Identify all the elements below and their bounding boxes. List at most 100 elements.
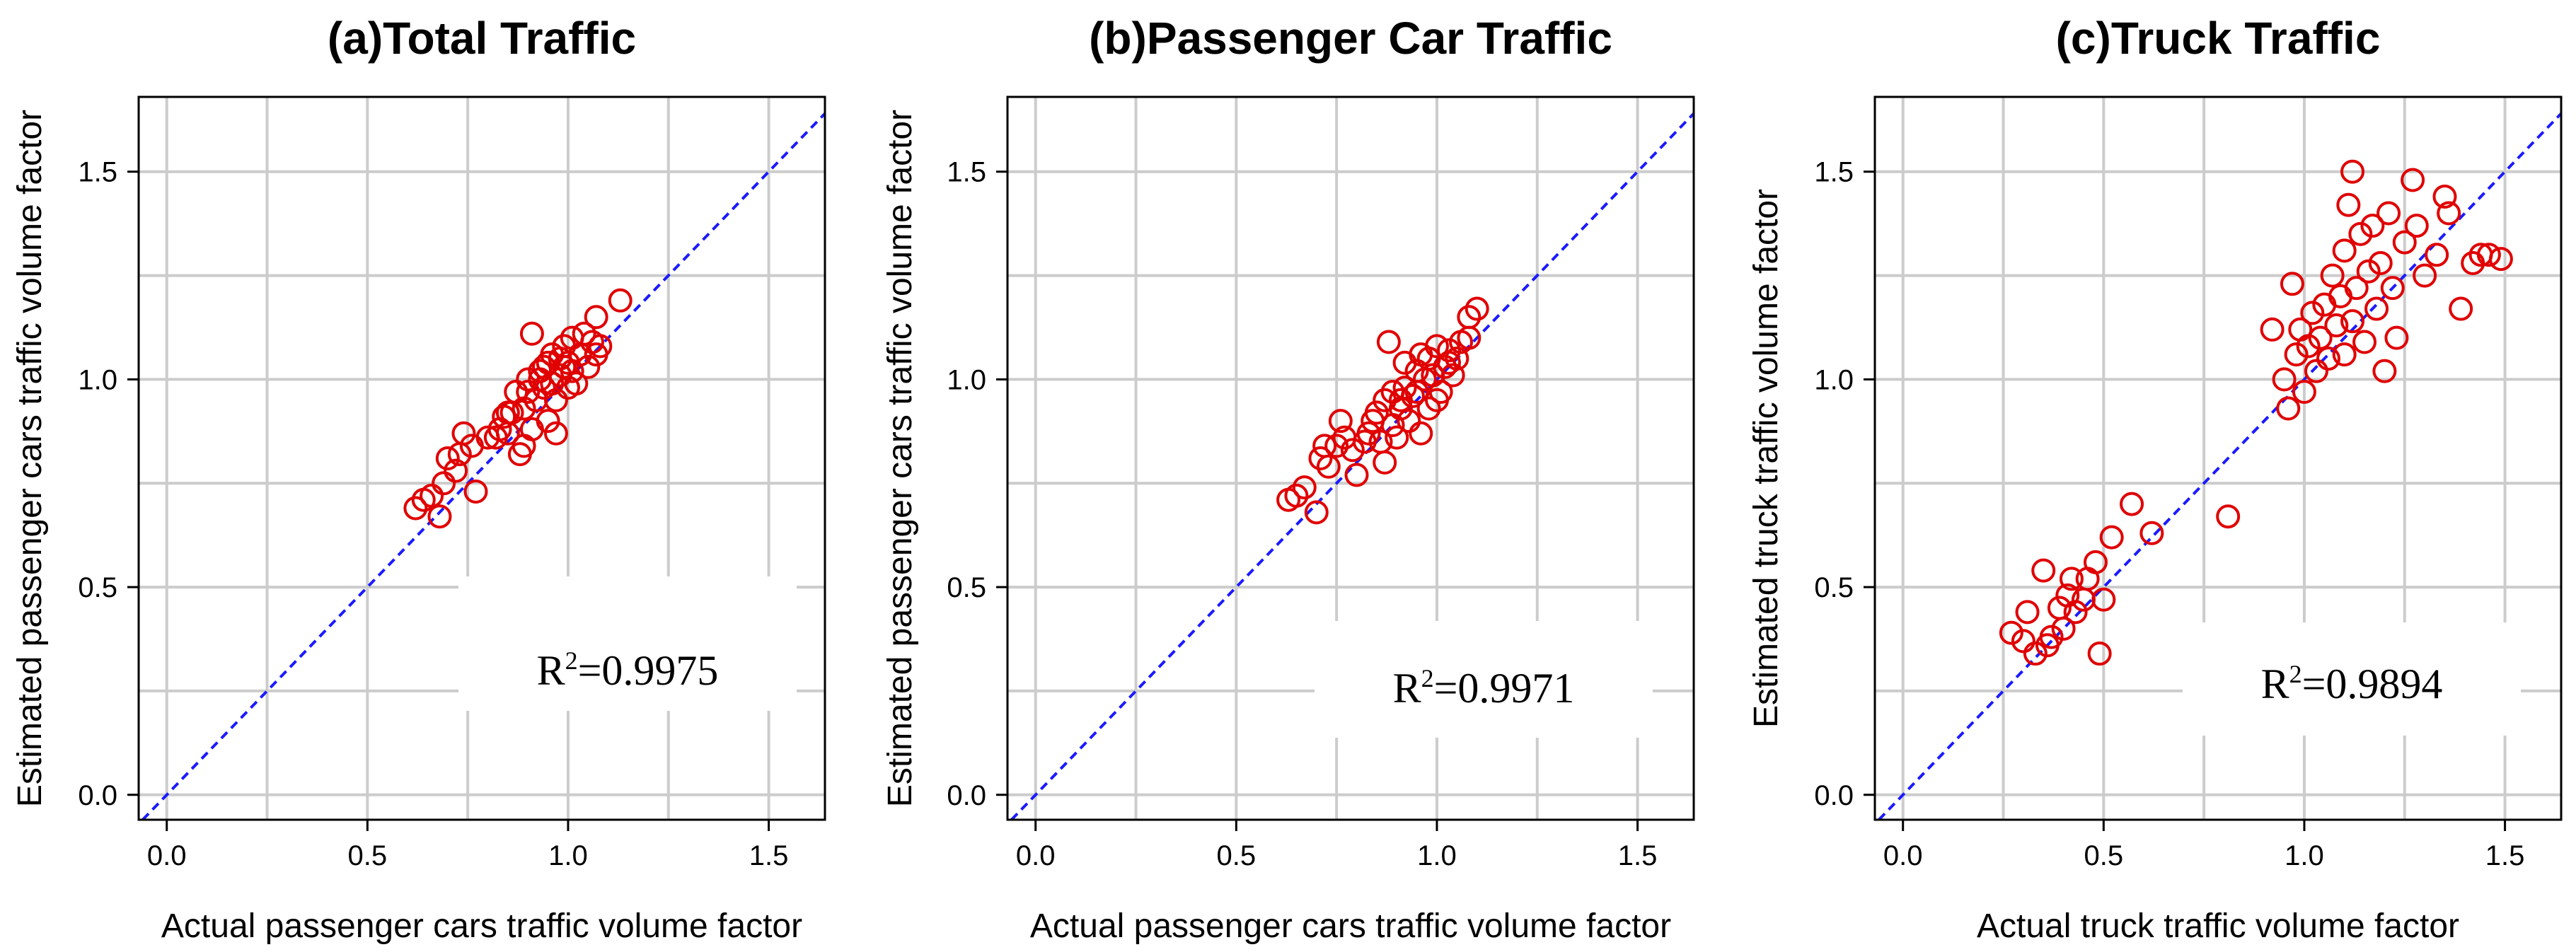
data-point xyxy=(420,483,444,508)
data-point xyxy=(1436,338,1461,363)
data-point xyxy=(2488,247,2513,272)
data-point xyxy=(1409,421,1433,446)
data-point xyxy=(2449,296,2473,321)
data-point xyxy=(2083,550,2108,574)
y-tick-label: 0.0 xyxy=(1814,780,1854,811)
data-point xyxy=(2413,263,2437,288)
r-squared-value: =0.9894 xyxy=(2302,661,2443,707)
data-point xyxy=(2091,587,2116,612)
y-tick-label: 1.0 xyxy=(947,364,986,395)
data-point xyxy=(435,446,460,470)
data-point xyxy=(1465,296,1489,321)
data-point xyxy=(1457,305,1482,330)
data-point xyxy=(2276,396,2301,421)
reference-line xyxy=(141,112,826,821)
data-point xyxy=(1440,363,1465,388)
data-point xyxy=(536,409,560,434)
data-point xyxy=(1284,483,1309,508)
data-point xyxy=(2356,259,2381,284)
data-point xyxy=(2099,525,2124,550)
data-point xyxy=(2380,276,2405,301)
data-point xyxy=(2360,214,2385,238)
y-tick-label: 0.0 xyxy=(78,780,117,811)
data-point xyxy=(2280,272,2304,296)
data-point xyxy=(1397,409,1421,434)
r-squared-symbol: R xyxy=(2261,661,2289,707)
data-point xyxy=(2063,600,2088,625)
r-squared-annotation: R2=0.9975 xyxy=(537,646,719,694)
data-point xyxy=(1316,454,1341,479)
panel-a: 0.0 0.5 1.0 1.5 0.0 0.5 1.0 1.5 (a)Total Traffi… xyxy=(11,13,826,945)
data-point xyxy=(543,388,568,412)
data-point xyxy=(444,458,468,483)
data-point xyxy=(1304,500,1329,525)
x-tick-label: 0.0 xyxy=(1883,840,1923,871)
y-tick-label: 0.0 xyxy=(947,780,986,811)
data-point xyxy=(2087,642,2112,666)
data-point xyxy=(2340,309,2365,334)
r-squared-exponent: 2 xyxy=(1421,664,1434,692)
data-point xyxy=(2039,625,2064,649)
data-point xyxy=(2401,168,2425,192)
y-axis-label: Estimated passenger cars traffic volume … xyxy=(11,110,49,807)
panel-c: 0.0 0.5 1.0 1.5 0.0 0.5 1.0 1.5 (c)Truck Traffi… xyxy=(1748,13,2563,945)
plot-frame xyxy=(1006,95,1695,821)
r-squared-symbol: R xyxy=(537,647,565,694)
data-point xyxy=(1400,383,1425,408)
data-point xyxy=(608,288,633,313)
data-point xyxy=(1433,354,1457,379)
y-tick-label: 0.5 xyxy=(947,572,986,603)
y-tick-label: 1.5 xyxy=(947,157,986,188)
data-point xyxy=(552,354,577,379)
data-point xyxy=(588,334,613,359)
y-tick-label: 1.5 xyxy=(1814,157,1854,188)
data-point xyxy=(2344,276,2369,301)
data-point xyxy=(1324,434,1349,458)
data-point xyxy=(516,367,541,392)
r-squared-symbol: R xyxy=(1393,665,1421,712)
data-point xyxy=(2292,380,2316,405)
data-point xyxy=(1999,620,2023,645)
r-squared-value: =0.9971 xyxy=(1434,665,1575,712)
data-point xyxy=(512,396,536,421)
data-point xyxy=(2296,334,2321,359)
data-point xyxy=(2432,184,2457,209)
data-point xyxy=(2372,359,2397,383)
data-point xyxy=(2336,192,2361,217)
data-point xyxy=(2368,250,2393,275)
y-tick-label: 0.5 xyxy=(78,572,117,603)
data-point xyxy=(403,496,428,521)
data-point xyxy=(2304,359,2328,383)
data-point xyxy=(2332,342,2357,367)
data-point xyxy=(564,371,589,396)
data-point xyxy=(1373,450,1397,475)
data-point xyxy=(463,479,488,504)
y-tick-label: 0.5 xyxy=(1814,572,1854,603)
x-tick-label: 1.0 xyxy=(548,840,588,871)
data-point xyxy=(1416,396,1441,421)
data-point xyxy=(2364,296,2389,321)
data-point xyxy=(1308,446,1333,470)
data-point xyxy=(584,305,608,330)
data-point xyxy=(576,354,601,379)
data-point xyxy=(2376,201,2401,226)
annotation-box xyxy=(2183,622,2521,736)
x-tick-label: 1.5 xyxy=(749,840,789,871)
y-tick-label: 1.5 xyxy=(78,157,117,188)
data-point xyxy=(451,421,476,446)
data-point xyxy=(1424,334,1449,359)
data-point xyxy=(1340,438,1365,463)
data-point xyxy=(2216,504,2241,529)
y-tick-label: 1.0 xyxy=(1814,364,1854,395)
data-point xyxy=(2284,342,2309,367)
data-point xyxy=(2015,600,2040,625)
data-point xyxy=(2437,201,2461,226)
chart-title: (b)Passenger Car Traffic xyxy=(1089,13,1612,64)
chart-title: (c)Truck Traffic xyxy=(2056,13,2381,64)
plot-area-bg xyxy=(139,97,825,820)
data-point xyxy=(2320,263,2345,288)
r-squared-annotation: R2=0.9894 xyxy=(2261,660,2443,707)
data-point xyxy=(2011,629,2035,654)
panel-b: 0.0 0.5 1.0 1.5 0.0 0.5 1.0 1.5 (b)Passenger Ca… xyxy=(882,13,1695,945)
data-point xyxy=(2051,616,2076,641)
